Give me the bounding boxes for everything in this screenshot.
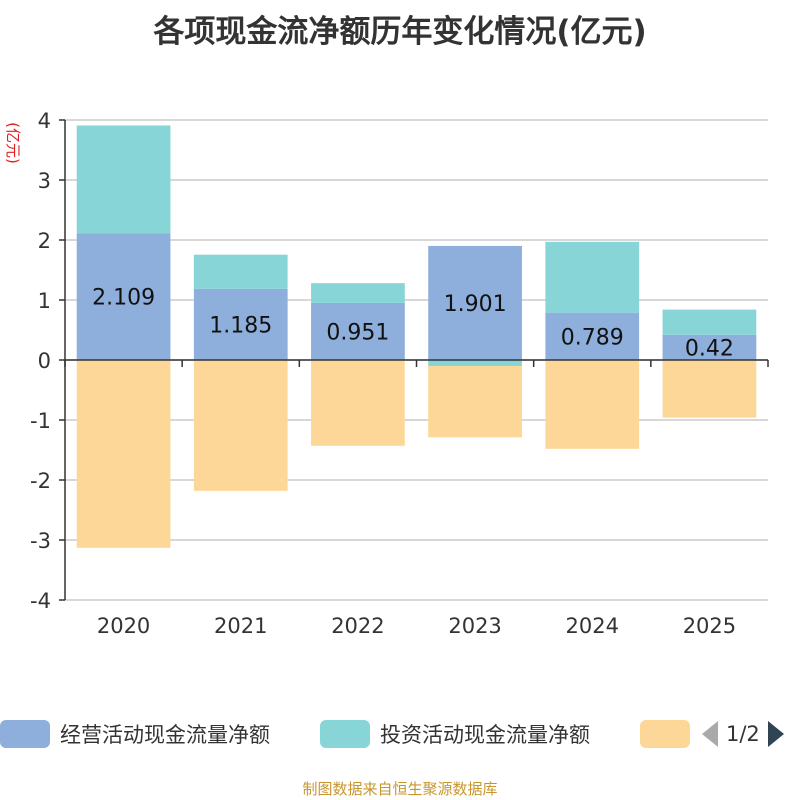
x-tick-label: 2023: [448, 614, 501, 638]
y-tick-label: -4: [30, 589, 51, 613]
data-label-2020: 2.109: [92, 286, 155, 311]
x-tick-label: 2020: [97, 614, 150, 638]
legend-label-investing: 投资活动现金流量净额: [380, 723, 590, 747]
legend-item-investing[interactable]: 投资活动现金流量净额: [320, 716, 590, 752]
bar-series0-2023[interactable]: [428, 245, 522, 360]
data-labels: 2.109 1.185 0.951 1.901 0.789 0.42: [92, 286, 734, 362]
y-tick-label: 1: [38, 289, 51, 313]
chart-title: 各项现金流净额历年变化情况(亿元): [153, 14, 647, 50]
bar-series2-2023[interactable]: [428, 366, 522, 438]
y-tick-label: -3: [30, 529, 51, 553]
bar-series2-2020[interactable]: [76, 360, 171, 548]
bar-series1-2024[interactable]: [545, 241, 640, 313]
bar-series2-2022[interactable]: [311, 360, 405, 446]
legend-item-operating[interactable]: 经营活动现金流量净额: [0, 716, 270, 752]
y-tick-label: 2: [38, 229, 51, 253]
legend-label-operating: 经营活动现金流量净额: [60, 723, 270, 747]
legend-swatch-operating: [0, 720, 50, 748]
x-tick-label: 2025: [683, 614, 736, 638]
bar-series0-2024[interactable]: [545, 312, 640, 360]
y-axis-label: (亿元): [4, 122, 22, 164]
bar-series1-2023[interactable]: [428, 360, 522, 366]
y-tick-label: 4: [38, 109, 51, 133]
bar-series1-2022[interactable]: [311, 283, 405, 303]
bar-series0-2020[interactable]: [76, 233, 171, 360]
data-source-note: 制图数据来自恒生聚源数据库: [302, 780, 498, 798]
data-label-2022: 0.951: [326, 320, 389, 345]
data-label-2021: 1.185: [209, 313, 272, 338]
bars: [76, 125, 757, 548]
x-tick-label: 2022: [331, 614, 384, 638]
bar-series2-2024[interactable]: [545, 360, 640, 449]
bar-series1-2020[interactable]: [76, 125, 171, 234]
grid-lines: [65, 119, 768, 601]
legend-swatch-investing: [320, 720, 370, 748]
bar-series1-2021[interactable]: [193, 254, 288, 289]
y-tick-label: -1: [30, 409, 51, 433]
data-label-2025: 0.42: [685, 336, 734, 361]
legend-prev-icon[interactable]: [702, 721, 718, 747]
bar-series0-2022[interactable]: [311, 302, 405, 360]
axes: 4 3 2 1 0 -1 -2 -3 -4 2020 2021 2022 2023 2024 2025: [30, 109, 769, 638]
x-tick-label: 2021: [214, 614, 267, 638]
bar-series2-2021[interactable]: [193, 360, 288, 491]
x-tick-label: 2024: [566, 614, 619, 638]
legend-pager: 1/2: [702, 716, 784, 752]
chart-area: 2.109 1.185 0.951 1.901 0.789 0.42 4 3 2 1 0 -1 -2 -…: [4, 109, 769, 638]
legend: 经营活动现金流量净额 投资活动现金流量净额 1/2: [0, 716, 800, 752]
bar-series2-2025[interactable]: [662, 360, 757, 418]
legend-item-financing[interactable]: [640, 716, 700, 752]
y-tick-label: 0: [38, 349, 51, 373]
legend-swatch-financing: [640, 720, 690, 748]
y-tick-label: -2: [30, 469, 51, 493]
bar-series0-2025[interactable]: [662, 334, 757, 360]
data-label-2024: 0.789: [561, 325, 624, 350]
y-tick-label: 3: [38, 169, 51, 193]
data-label-2023: 1.901: [444, 292, 507, 317]
legend-next-icon[interactable]: [767, 721, 784, 747]
bar-series1-2025[interactable]: [662, 309, 757, 335]
bar-series0-2021[interactable]: [193, 288, 288, 360]
legend-page-indicator: 1/2: [726, 722, 760, 746]
